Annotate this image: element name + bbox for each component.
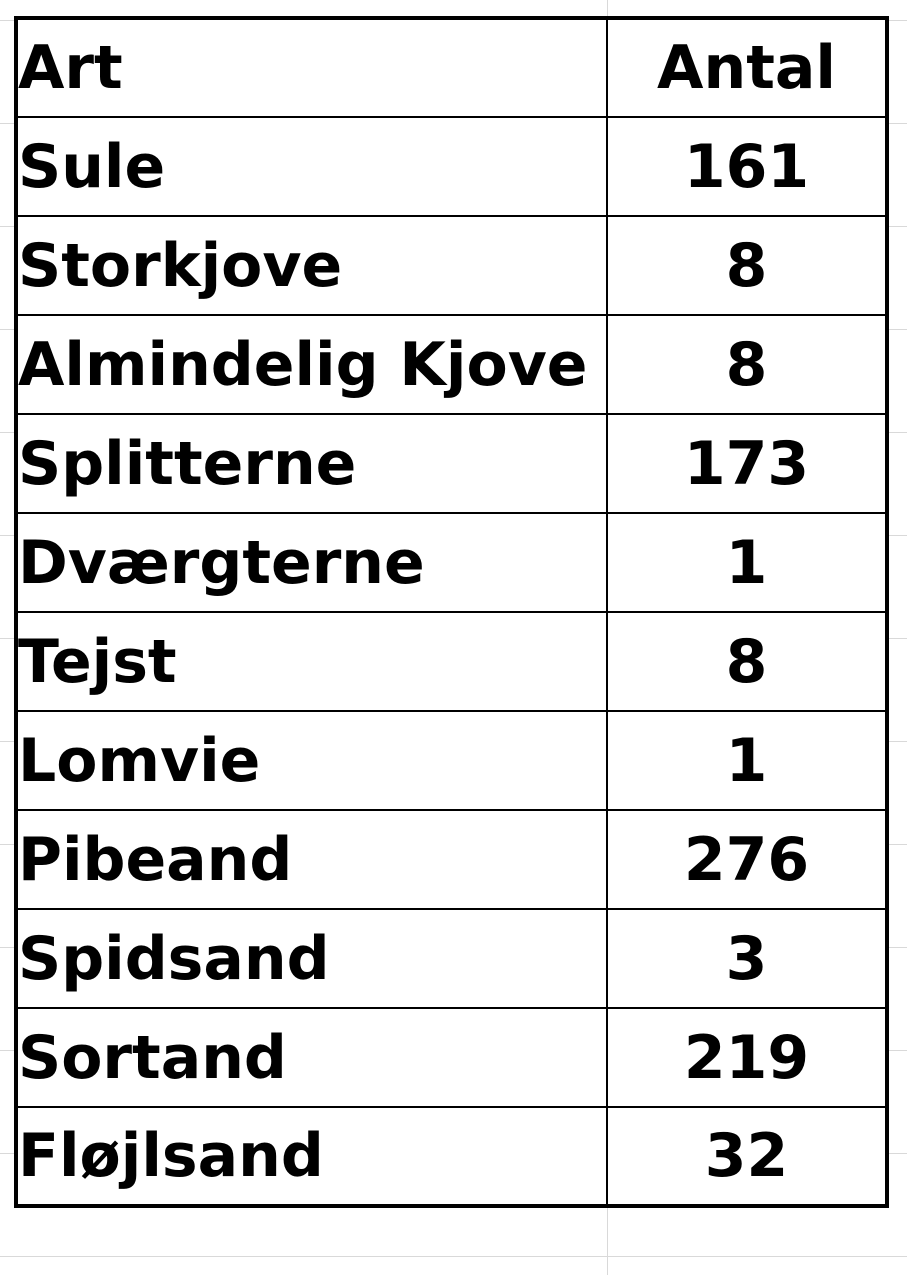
cell-art[interactable]: Sule — [15, 116, 608, 217]
cell-art[interactable]: Sortand — [15, 1007, 608, 1108]
cell-art[interactable]: Pibeand — [15, 809, 608, 910]
table-row: Lomvie 1 — [15, 710, 888, 811]
cell-antal[interactable]: 276 — [606, 809, 888, 910]
cell-antal[interactable]: 1 — [606, 512, 888, 613]
cell-antal[interactable]: 219 — [606, 1007, 888, 1108]
species-count-table: Art Antal Sule 161 Storkjove 8 Almindeli… — [14, 16, 889, 1208]
table-row: Spidsand 3 — [15, 908, 888, 1009]
table-row: Sule 161 — [15, 116, 888, 217]
cell-art[interactable]: Splitterne — [15, 413, 608, 514]
cell-art[interactable]: Dværgterne — [15, 512, 608, 613]
cell-art[interactable]: Almindelig Kjove — [15, 314, 608, 415]
table-row: Fløjlsand 32 — [15, 1106, 888, 1207]
cell-antal[interactable]: 173 — [606, 413, 888, 514]
cell-antal[interactable]: 8 — [606, 215, 888, 316]
table-row: Storkjove 8 — [15, 215, 888, 316]
cell-antal[interactable]: 8 — [606, 314, 888, 415]
table-row: Tejst 8 — [15, 611, 888, 712]
cell-antal[interactable]: 8 — [606, 611, 888, 712]
cell-antal[interactable]: 161 — [606, 116, 888, 217]
table-row: Sortand 219 — [15, 1007, 888, 1108]
table-row: Splitterne 173 — [15, 413, 888, 514]
cell-antal[interactable]: 32 — [606, 1106, 888, 1207]
cell-art[interactable]: Lomvie — [15, 710, 608, 811]
cell-art[interactable]: Storkjove — [15, 215, 608, 316]
cell-art[interactable]: Spidsand — [15, 908, 608, 1009]
header-cell-art[interactable]: Art — [15, 17, 608, 118]
cell-art[interactable]: Tejst — [15, 611, 608, 712]
table-row: Almindelig Kjove 8 — [15, 314, 888, 415]
header-cell-antal[interactable]: Antal — [606, 17, 888, 118]
cell-antal[interactable]: 1 — [606, 710, 888, 811]
header-row: Art Antal — [15, 17, 888, 118]
cell-art[interactable]: Fløjlsand — [15, 1106, 608, 1207]
cell-antal[interactable]: 3 — [606, 908, 888, 1009]
table-row: Pibeand 276 — [15, 809, 888, 910]
table-row: Dværgterne 1 — [15, 512, 888, 613]
